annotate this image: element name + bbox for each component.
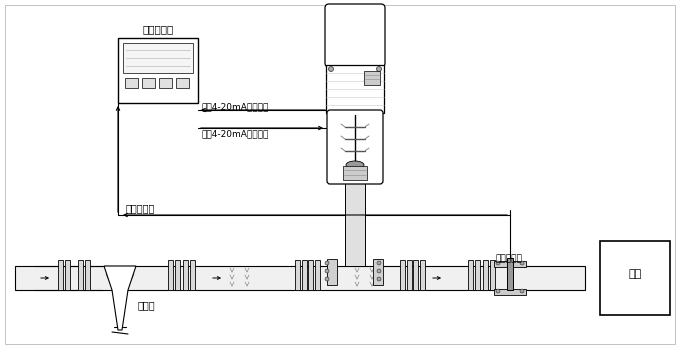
Bar <box>490 260 495 290</box>
Bar <box>345 181 365 266</box>
Circle shape <box>325 269 329 273</box>
Bar <box>507 258 513 290</box>
Bar <box>475 260 480 290</box>
Bar <box>123 43 193 73</box>
Bar <box>420 260 425 290</box>
Bar <box>400 260 405 290</box>
FancyBboxPatch shape <box>327 110 383 184</box>
Bar <box>364 71 380 85</box>
Bar <box>168 260 173 290</box>
Circle shape <box>520 289 524 293</box>
Bar <box>183 260 188 290</box>
Bar <box>494 289 526 295</box>
Bar <box>413 260 418 290</box>
Bar <box>326 65 384 113</box>
Bar <box>78 260 83 290</box>
Bar <box>483 260 488 290</box>
FancyBboxPatch shape <box>325 4 385 67</box>
Bar <box>407 260 412 290</box>
Bar <box>58 260 63 290</box>
Bar <box>295 260 300 290</box>
Bar <box>190 260 195 290</box>
Text: 输入4-20mA控制信号: 输入4-20mA控制信号 <box>202 129 269 138</box>
Circle shape <box>325 261 329 265</box>
Bar <box>142 78 155 88</box>
Bar <box>118 38 198 103</box>
Circle shape <box>377 269 381 273</box>
Text: 过滤器: 过滤器 <box>138 300 156 310</box>
Bar <box>373 259 383 285</box>
Bar <box>308 260 313 290</box>
Text: 反馈温度值: 反馈温度值 <box>126 203 155 213</box>
Polygon shape <box>104 266 136 330</box>
Bar <box>125 78 138 88</box>
Circle shape <box>377 261 381 265</box>
Text: 温度传感器: 温度传感器 <box>496 254 523 263</box>
Text: 反馈4-20mA控制信号: 反馈4-20mA控制信号 <box>202 102 269 111</box>
Bar <box>65 260 70 290</box>
Circle shape <box>377 277 381 281</box>
Bar <box>176 78 189 88</box>
Circle shape <box>496 289 500 293</box>
Circle shape <box>328 67 333 72</box>
Ellipse shape <box>346 161 364 169</box>
Circle shape <box>325 277 329 281</box>
Bar <box>15 266 585 290</box>
Bar <box>315 260 320 290</box>
Bar <box>85 260 90 290</box>
Bar <box>159 78 172 88</box>
Bar <box>302 260 307 290</box>
Bar <box>494 261 526 267</box>
Text: 储罐: 储罐 <box>628 269 642 279</box>
Circle shape <box>496 261 500 265</box>
Bar <box>175 260 180 290</box>
Bar <box>468 260 473 290</box>
Circle shape <box>377 67 381 72</box>
Circle shape <box>520 261 524 265</box>
Bar <box>600 241 670 315</box>
Bar <box>343 166 367 180</box>
Bar <box>327 259 337 285</box>
Text: 温度控制仪: 温度控制仪 <box>142 24 173 34</box>
